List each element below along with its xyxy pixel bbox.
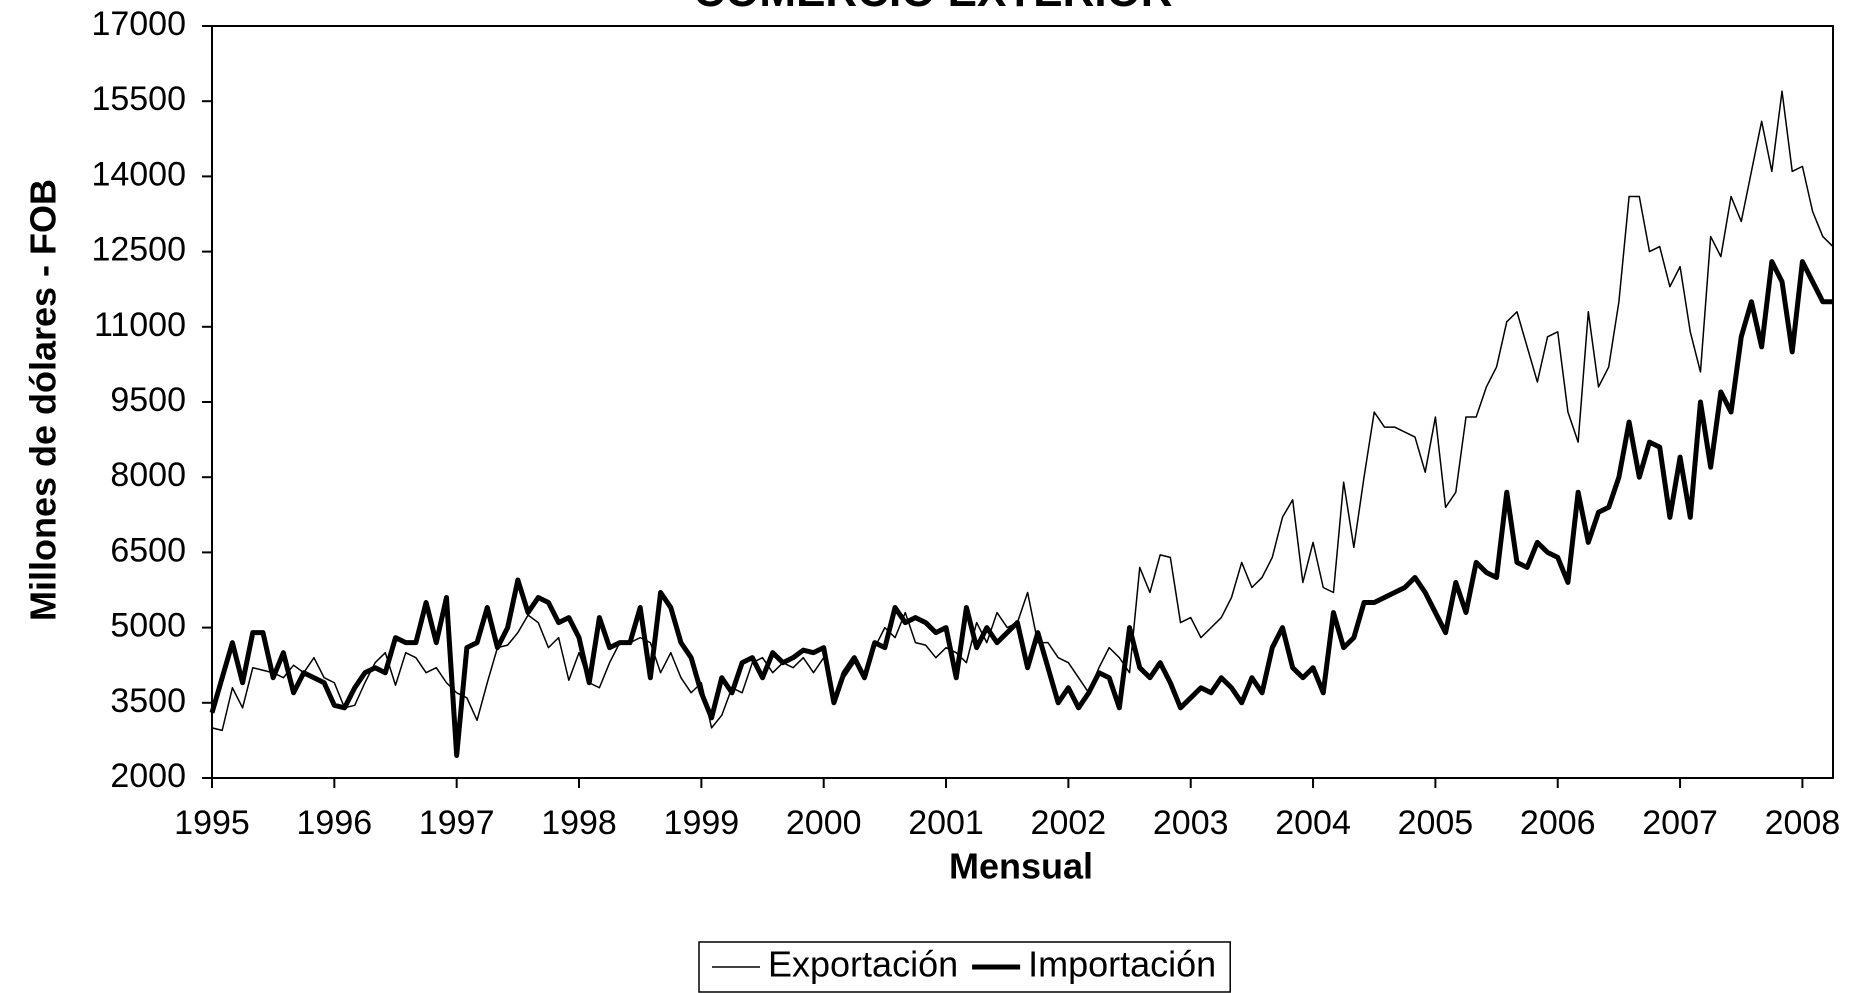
y-tick-label: 6500 xyxy=(110,531,186,569)
x-tick-label: 1995 xyxy=(174,804,250,842)
series-line xyxy=(211,90,1834,732)
x-tick-label: 2006 xyxy=(1520,804,1596,842)
x-tick-label: 2007 xyxy=(1642,804,1718,842)
x-tick-label: 2000 xyxy=(786,804,862,842)
plot-frame xyxy=(211,25,1834,779)
y-tick-label: 14000 xyxy=(91,155,186,193)
x-tick-label: 2002 xyxy=(1031,804,1107,842)
y-tick-label: 15500 xyxy=(91,80,186,118)
x-tick-label: 1996 xyxy=(297,804,373,842)
y-tick-label: 5000 xyxy=(110,607,186,645)
legend-box xyxy=(698,941,1231,993)
x-tick-label: 2005 xyxy=(1398,804,1474,842)
y-tick-label: 12500 xyxy=(91,231,186,269)
y-tick-label: 2000 xyxy=(110,757,186,795)
y-tick-label: 17000 xyxy=(91,5,186,43)
x-tick-label: 1999 xyxy=(664,804,740,842)
x-tick-label: 2008 xyxy=(1765,804,1841,842)
y-tick-label: 3500 xyxy=(110,682,186,720)
legend-label: Exportación xyxy=(768,944,958,985)
y-tick-label: 8000 xyxy=(110,456,186,494)
legend-label: Importación xyxy=(1028,944,1216,985)
x-tick-label: 2001 xyxy=(908,804,984,842)
x-tick-label: 1998 xyxy=(541,804,617,842)
y-tick-label: 9500 xyxy=(110,381,186,419)
x-axis-title: Mensual xyxy=(949,846,1093,887)
y-tick-label: 11000 xyxy=(94,306,186,344)
legend: Exportación Importación xyxy=(698,941,1231,993)
x-tick-label: 2003 xyxy=(1153,804,1229,842)
x-tick-label: 1997 xyxy=(419,804,495,842)
series-line xyxy=(209,259,1833,758)
y-axis-title: Millones de dólares - FOB xyxy=(23,179,64,621)
x-tick-label: 2004 xyxy=(1275,804,1351,842)
chart-title: COMERCIO EXTERIOR xyxy=(693,0,1172,16)
